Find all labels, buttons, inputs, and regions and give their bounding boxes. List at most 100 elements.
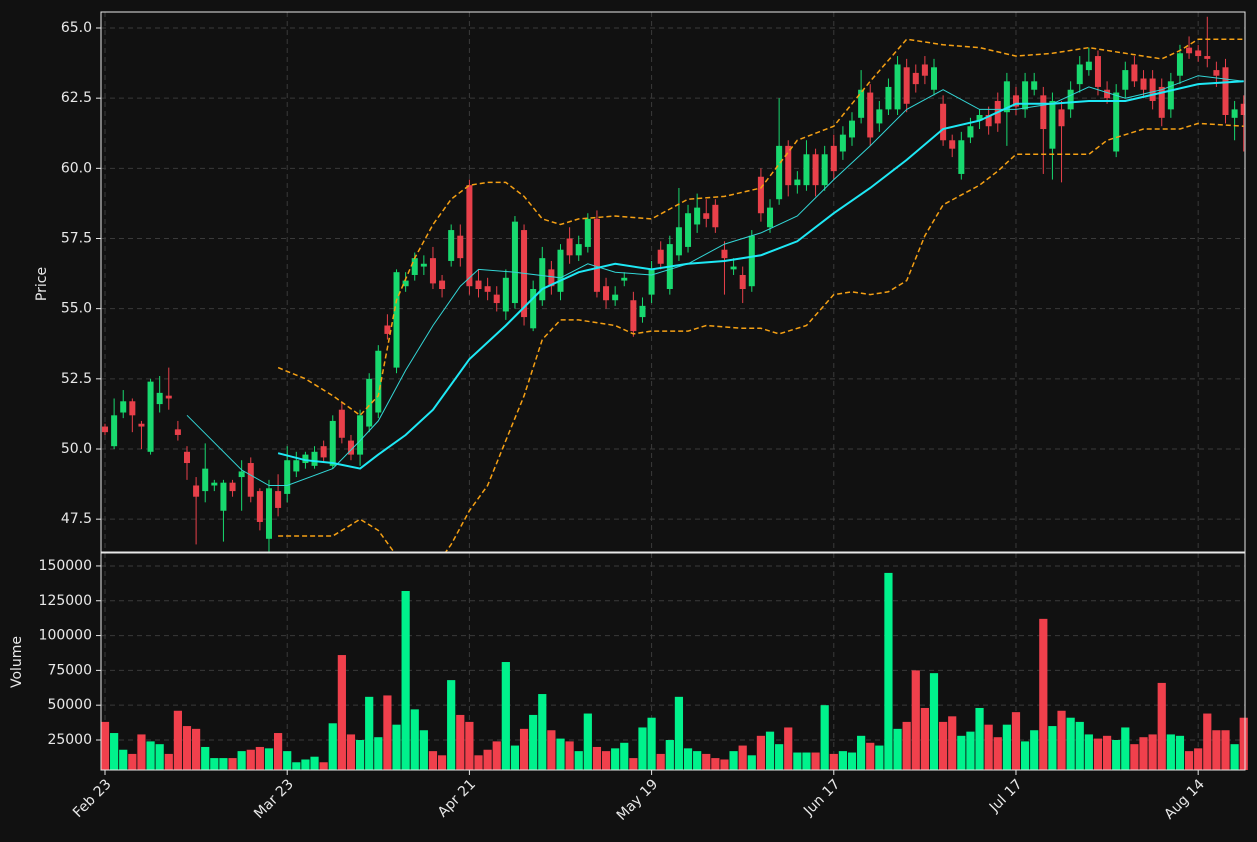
price-axis-label: Price bbox=[34, 267, 50, 301]
volume-bar bbox=[328, 723, 337, 770]
candle-body bbox=[575, 244, 582, 256]
candle-body bbox=[1167, 81, 1174, 110]
volume-bar bbox=[1194, 748, 1203, 770]
y-tick-label: 60.0 bbox=[61, 160, 92, 176]
candle-body bbox=[530, 289, 537, 329]
candle-body bbox=[566, 238, 573, 256]
volume-bar bbox=[1057, 710, 1066, 770]
candle-body bbox=[511, 221, 518, 304]
candle-body bbox=[921, 64, 928, 76]
volume-bar bbox=[993, 737, 1002, 770]
candle-body bbox=[1158, 86, 1165, 118]
y-tick-label: 150000 bbox=[39, 558, 92, 574]
candle-body bbox=[912, 72, 919, 85]
volume-bar bbox=[984, 724, 993, 770]
candle-body bbox=[311, 451, 318, 466]
volume-bar bbox=[629, 758, 638, 770]
volume-bar bbox=[483, 749, 492, 770]
volume-bar bbox=[775, 744, 784, 770]
volume-bar bbox=[1039, 618, 1048, 770]
volume-bar bbox=[319, 762, 328, 770]
volume-bar bbox=[474, 755, 483, 770]
volume-bar bbox=[292, 762, 301, 770]
candle-body bbox=[903, 67, 910, 104]
candle-body bbox=[293, 460, 300, 472]
volume-bar bbox=[620, 742, 629, 770]
candle-body bbox=[675, 227, 682, 256]
candle-body bbox=[1176, 53, 1183, 76]
volume-bar bbox=[665, 739, 674, 770]
candle-body bbox=[1085, 61, 1092, 71]
volume-bar bbox=[1139, 737, 1148, 770]
candle-body bbox=[1049, 100, 1056, 149]
volume-bar bbox=[656, 753, 665, 770]
candle-body bbox=[174, 429, 181, 435]
volume-bar bbox=[793, 752, 802, 770]
price-grid bbox=[101, 12, 1245, 552]
y-tick-label: 47.5 bbox=[61, 511, 92, 527]
candle-body bbox=[721, 249, 728, 259]
candle-body bbox=[1131, 64, 1138, 82]
candle-body bbox=[265, 488, 272, 539]
candle-body bbox=[420, 263, 427, 267]
y-tick-label: 57.5 bbox=[61, 230, 92, 246]
volume-bar bbox=[975, 707, 984, 770]
candle-body bbox=[429, 258, 436, 284]
y-tick-label: 50000 bbox=[47, 697, 92, 713]
candle-body bbox=[347, 440, 354, 455]
volume-bar bbox=[738, 745, 747, 770]
candle-body bbox=[1104, 89, 1111, 99]
volume-bar bbox=[756, 735, 766, 770]
candle-body bbox=[502, 277, 509, 312]
volume-bar bbox=[729, 751, 738, 770]
volume-bar bbox=[456, 714, 465, 770]
volume-bar bbox=[747, 755, 756, 770]
candle-body bbox=[648, 269, 655, 295]
candle-body bbox=[630, 300, 637, 332]
candle-body bbox=[985, 115, 992, 127]
y-tick-label: 52.5 bbox=[61, 371, 92, 387]
candle-body bbox=[439, 280, 446, 290]
volume-bar bbox=[711, 758, 720, 770]
candle-body bbox=[102, 426, 109, 433]
volume-bar bbox=[829, 753, 838, 770]
candle-body bbox=[211, 482, 218, 486]
volume-bar bbox=[201, 746, 210, 770]
volume-bar bbox=[519, 728, 529, 770]
y-tick-label: 62.5 bbox=[61, 90, 92, 106]
y-tick-label: 25000 bbox=[47, 732, 92, 748]
candle-body bbox=[1140, 78, 1147, 90]
candle-body bbox=[739, 274, 746, 290]
volume-bar bbox=[556, 738, 565, 770]
volume-bar bbox=[638, 727, 647, 770]
volume-bar bbox=[128, 753, 137, 770]
candle-body bbox=[785, 145, 792, 186]
candle-body bbox=[757, 176, 764, 214]
candle-body bbox=[402, 280, 409, 287]
volume-bar bbox=[1184, 751, 1194, 770]
volume-bar bbox=[437, 755, 447, 770]
candle-body bbox=[621, 277, 628, 281]
volume-bar bbox=[683, 748, 693, 770]
y-tick-label: 50.0 bbox=[61, 441, 92, 457]
volume-bar bbox=[510, 745, 520, 770]
volume-bar bbox=[929, 673, 939, 770]
candle-body bbox=[202, 468, 209, 492]
candle-body bbox=[557, 249, 564, 292]
candle-body bbox=[1012, 95, 1019, 107]
volume-bar bbox=[1121, 727, 1130, 770]
volume-bar bbox=[365, 696, 374, 770]
volume-bar bbox=[802, 752, 811, 770]
volume-bar bbox=[857, 735, 866, 770]
candle-body bbox=[1113, 92, 1120, 152]
candle-body bbox=[238, 471, 245, 478]
volume-bar bbox=[419, 730, 428, 770]
candle-body bbox=[147, 381, 154, 452]
price-frame bbox=[100, 11, 1246, 553]
volume-bar bbox=[119, 749, 128, 770]
volume-bar bbox=[893, 728, 902, 770]
candle-body bbox=[748, 235, 755, 287]
volume-bar bbox=[1112, 739, 1121, 770]
volume-bar bbox=[492, 741, 501, 770]
volume-bar bbox=[392, 724, 401, 770]
